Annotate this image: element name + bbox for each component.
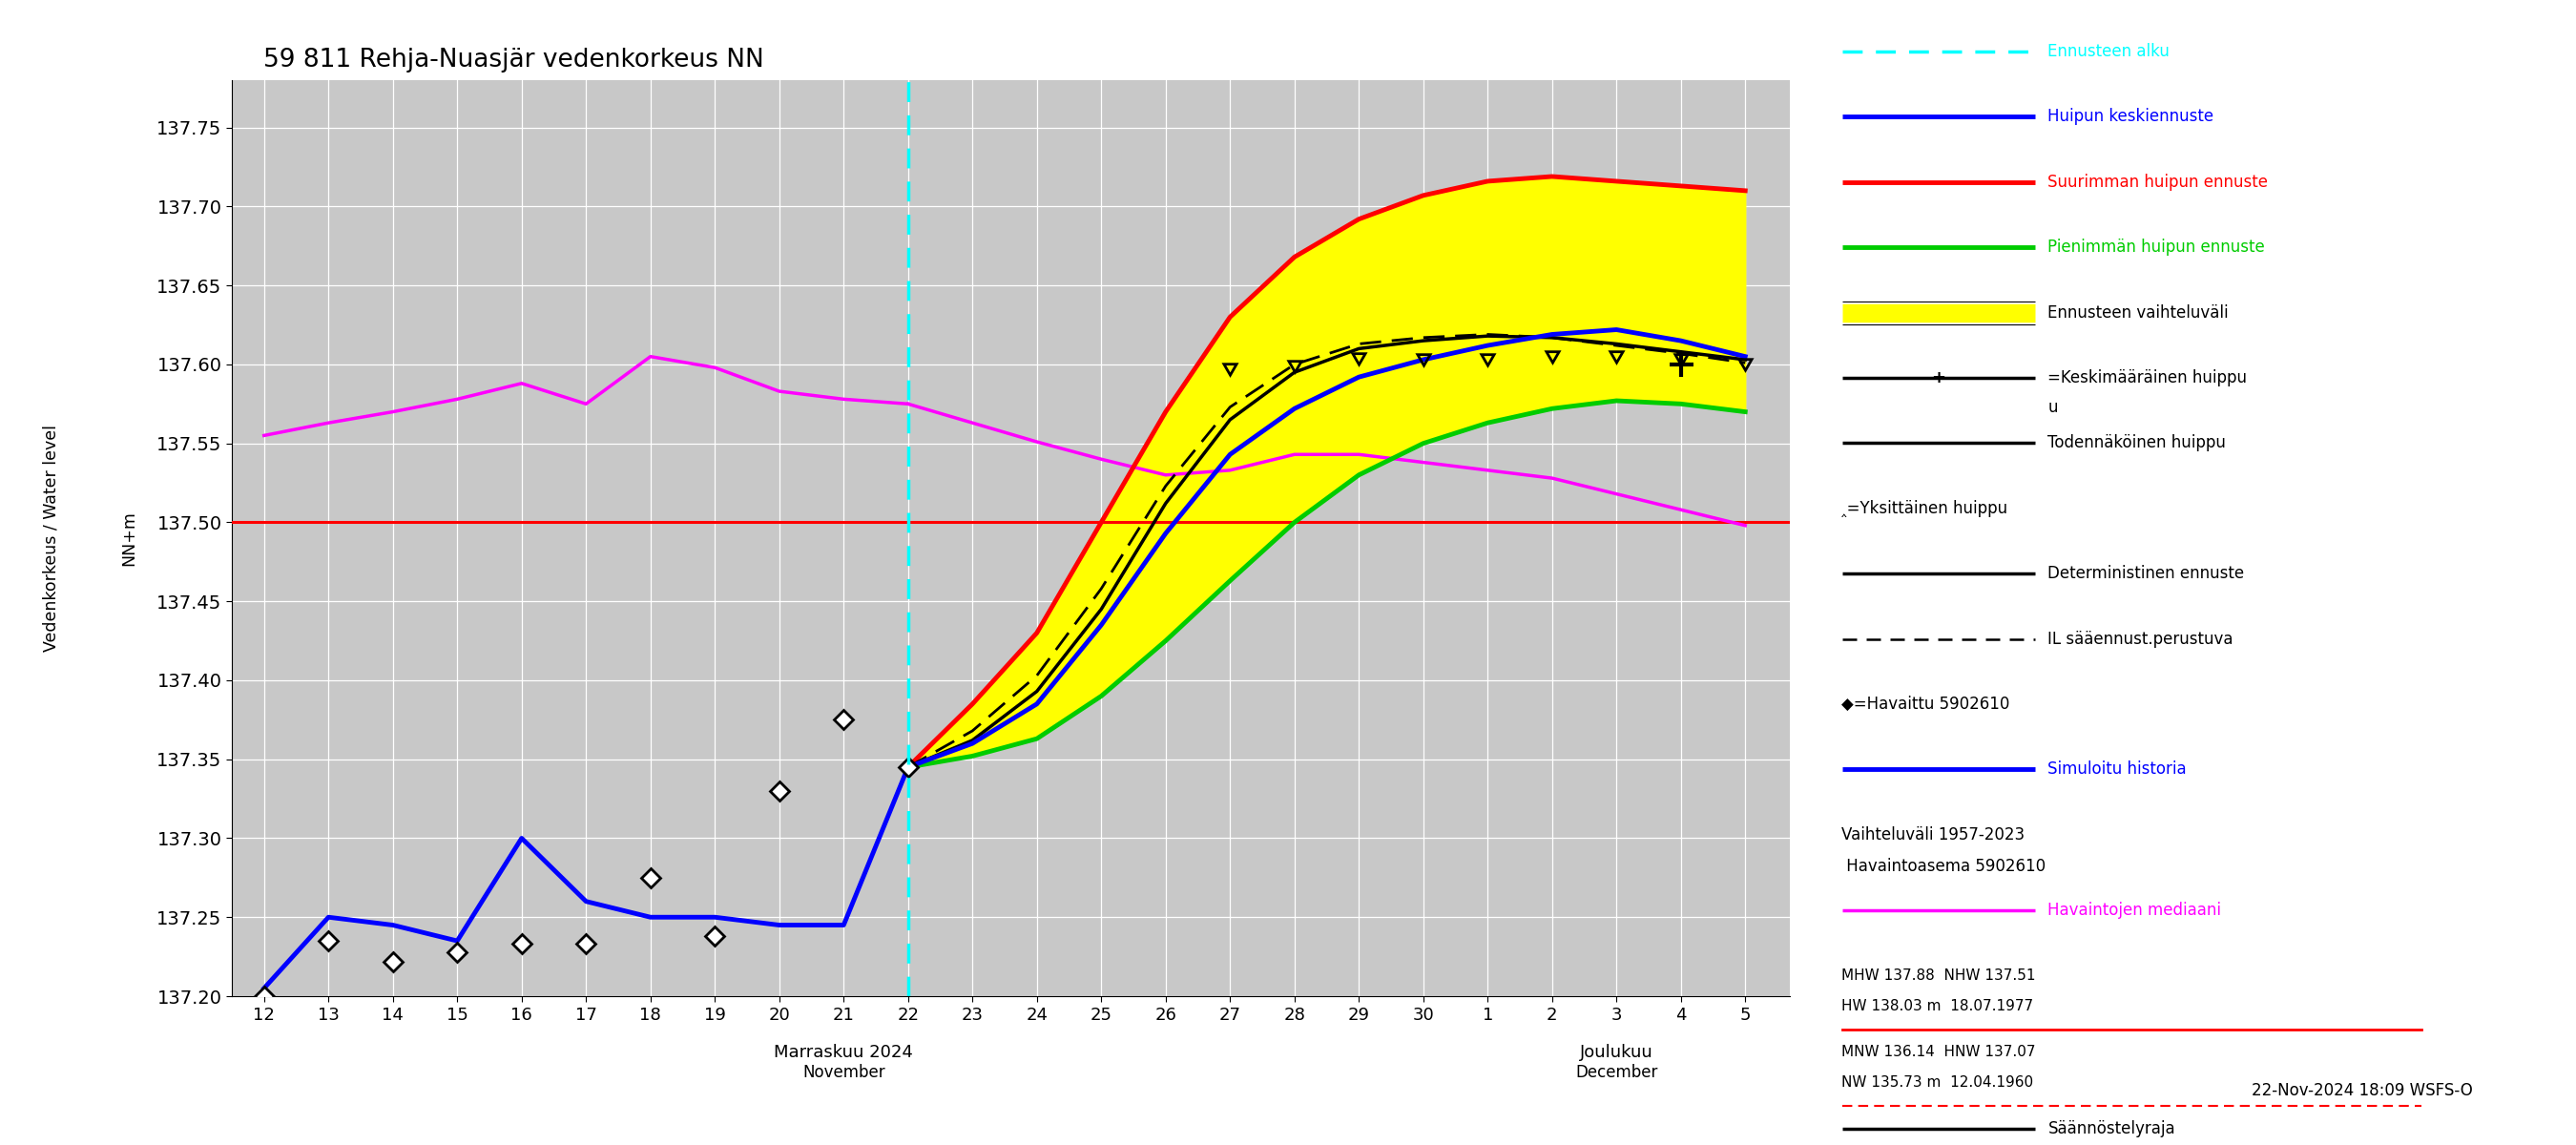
Text: Ennusteen alku: Ennusteen alku bbox=[2048, 42, 2169, 60]
Text: IL sääennust.perustuva: IL sääennust.perustuva bbox=[2048, 631, 2233, 648]
Text: Ennusteen vaihteluväli: Ennusteen vaihteluväli bbox=[2048, 305, 2228, 322]
Text: Todennäköinen huippu: Todennäköinen huippu bbox=[2048, 435, 2226, 452]
Text: 22-Nov-2024 18:09 WSFS-O: 22-Nov-2024 18:09 WSFS-O bbox=[2251, 1082, 2473, 1099]
Text: Vedenkorkeus / Water level: Vedenkorkeus / Water level bbox=[44, 425, 59, 652]
Text: NN+m: NN+m bbox=[121, 511, 137, 566]
Text: Pienimmän huipun ennuste: Pienimmän huipun ennuste bbox=[2048, 239, 2264, 256]
Text: MNW 136.14  HNW 137.07: MNW 136.14 HNW 137.07 bbox=[1842, 1045, 2035, 1059]
Text: 59 811 Rehja-Nuasjär vedenkorkeus NN: 59 811 Rehja-Nuasjär vedenkorkeus NN bbox=[263, 48, 762, 72]
Text: +: + bbox=[1932, 370, 1945, 387]
Text: Huipun keskiennuste: Huipun keskiennuste bbox=[2048, 109, 2213, 126]
Text: u: u bbox=[2048, 398, 2058, 416]
Text: ‸=Yksittäinen huippu: ‸=Yksittäinen huippu bbox=[1842, 500, 2007, 518]
Text: Havaintoasema 5902610: Havaintoasema 5902610 bbox=[1842, 858, 2045, 875]
Text: =Keskimääräinen huippu: =Keskimääräinen huippu bbox=[2048, 370, 2246, 387]
Text: Säännöstelyraja: Säännöstelyraja bbox=[2048, 1120, 2174, 1137]
Text: NW 135.73 m  12.04.1960: NW 135.73 m 12.04.1960 bbox=[1842, 1075, 2032, 1090]
Text: Vaihteluväli 1957-2023: Vaihteluväli 1957-2023 bbox=[1842, 827, 2025, 844]
Text: ◆=Havaittu 5902610: ◆=Havaittu 5902610 bbox=[1842, 696, 2009, 713]
Text: Joulukuu: Joulukuu bbox=[1579, 1043, 1654, 1060]
Text: HW 138.03 m  18.07.1977: HW 138.03 m 18.07.1977 bbox=[1842, 1000, 2032, 1013]
Text: November: November bbox=[801, 1064, 886, 1081]
Text: December: December bbox=[1577, 1064, 1656, 1081]
Text: Havaintojen mediaani: Havaintojen mediaani bbox=[2048, 902, 2221, 919]
Text: Marraskuu 2024: Marraskuu 2024 bbox=[773, 1043, 914, 1060]
Text: Suurimman huipun ennuste: Suurimman huipun ennuste bbox=[2048, 174, 2269, 191]
Text: Deterministinen ennuste: Deterministinen ennuste bbox=[2048, 566, 2244, 583]
Text: MHW 137.88  NHW 137.51: MHW 137.88 NHW 137.51 bbox=[1842, 969, 2035, 982]
Text: Simuloitu historia: Simuloitu historia bbox=[2048, 761, 2187, 779]
